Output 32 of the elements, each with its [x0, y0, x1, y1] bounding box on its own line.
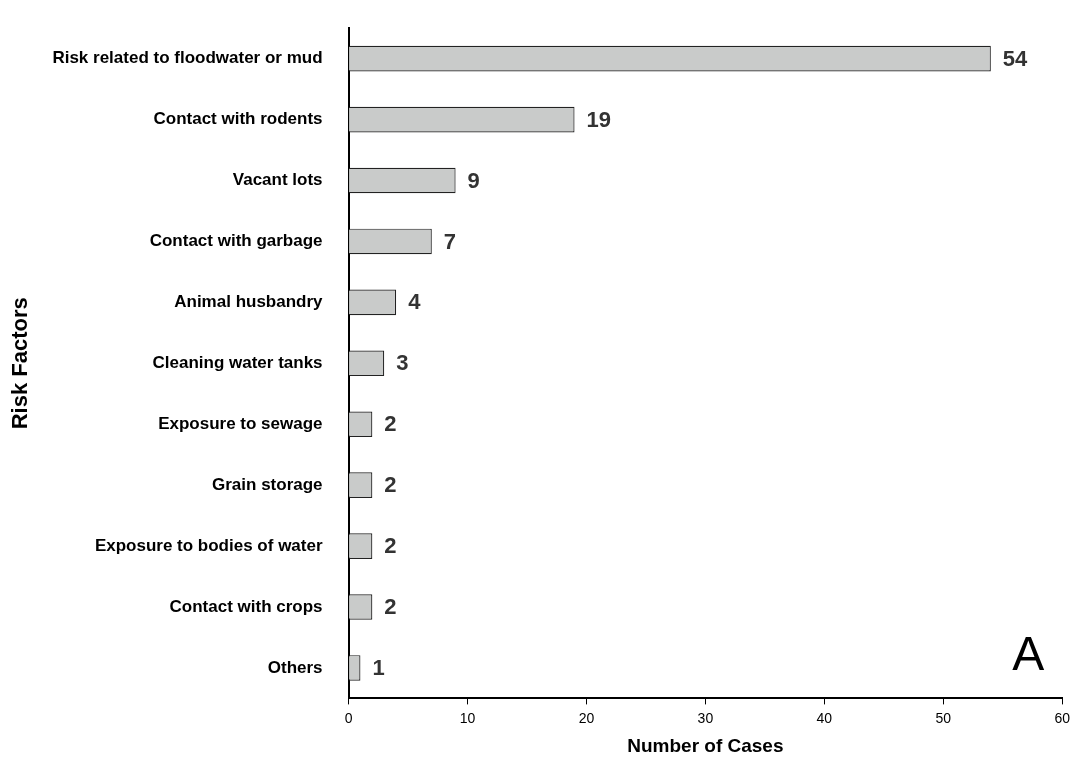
y-tick-label: Others — [267, 657, 323, 677]
y-tick-label: Cleaning water tanks — [152, 352, 323, 372]
y-axis-title: Risk Factors — [7, 297, 33, 430]
y-tick-label: Exposure to sewage — [158, 413, 323, 433]
data-label: 4 — [408, 289, 422, 315]
data-label: 54 — [1002, 45, 1029, 71]
data-label: 3 — [396, 350, 409, 376]
annotation: A — [1012, 626, 1045, 680]
y-tick-label: Risk related to floodwater or mud — [52, 48, 323, 68]
y-tick-label: Contact with garbage — [149, 231, 323, 251]
x-axis-title: Number of Cases — [627, 734, 784, 756]
x-tick-label: 50 — [935, 709, 952, 726]
x-tick-label: 10 — [459, 709, 476, 726]
x-tick-label: 40 — [816, 709, 833, 726]
data-label: 2 — [384, 594, 397, 620]
y-tick-label: Animal husbandry — [174, 292, 324, 312]
x-tick-label: 30 — [697, 709, 714, 726]
y-tick-label: Contact with rodents — [153, 109, 323, 129]
x-tick-label: 0 — [344, 709, 353, 726]
y-tick-label: Grain storage — [212, 474, 323, 494]
data-label: 2 — [384, 411, 397, 437]
data-label: 7 — [443, 228, 457, 254]
data-label: 2 — [384, 472, 397, 498]
y-tick-label: Exposure to bodies of water — [94, 535, 323, 555]
y-tick-label: Vacant lots — [232, 170, 323, 190]
data-label: 2 — [384, 533, 397, 559]
data-label: 9 — [467, 167, 480, 193]
data-label: 1 — [372, 655, 385, 680]
x-tick-label: 20 — [578, 709, 595, 726]
data-label: 19 — [586, 106, 612, 132]
y-tick-label: Contact with crops — [169, 596, 323, 616]
x-tick-label: 60 — [1054, 709, 1071, 726]
